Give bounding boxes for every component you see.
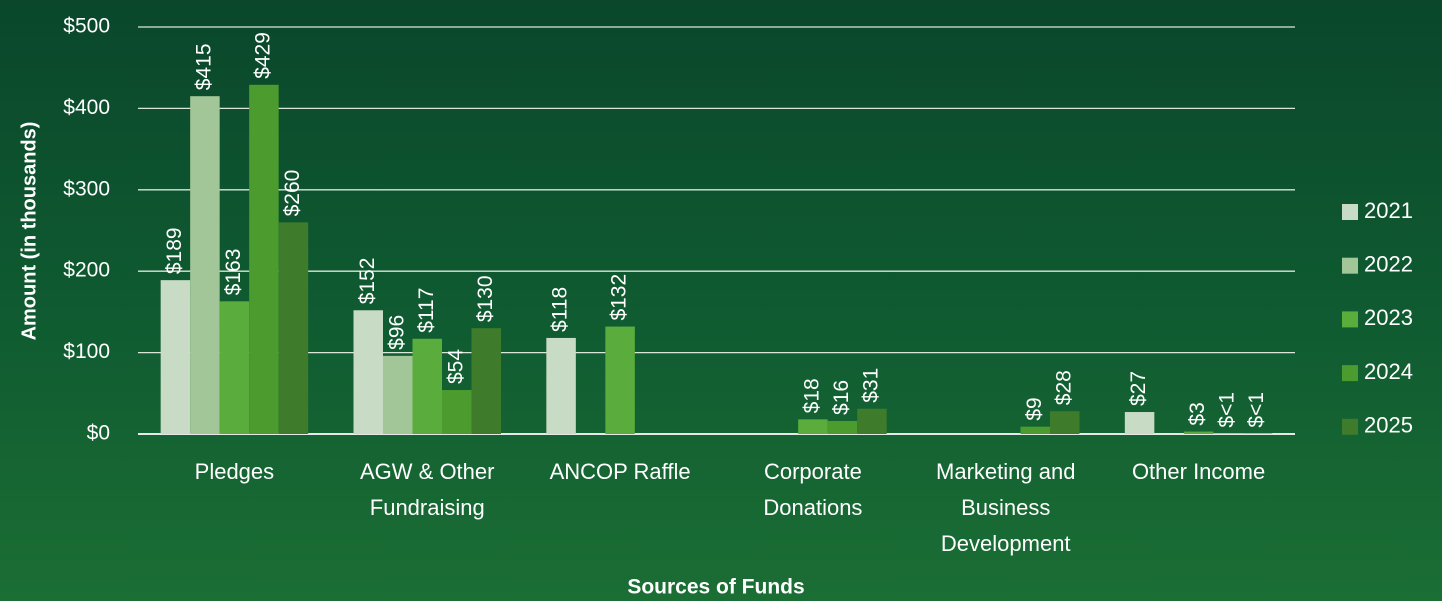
data-label: $9 <box>1023 397 1046 420</box>
y-axis-label: Amount (in thousands) <box>18 122 40 341</box>
bar <box>471 328 501 434</box>
bar <box>605 326 635 434</box>
y-tick-label: $200 <box>63 259 110 282</box>
legend-swatch <box>1342 365 1358 382</box>
bar <box>827 420 858 434</box>
bar <box>798 419 828 434</box>
data-label: $16 <box>830 380 853 415</box>
data-label: $130 <box>474 275 497 322</box>
bar <box>1050 411 1080 434</box>
data-label: $117 <box>415 288 438 333</box>
x-tick-label: Pledges <box>194 459 275 484</box>
x-tick-label: ANCOP Raffle <box>549 459 691 484</box>
bar <box>857 408 887 434</box>
legend-swatch <box>1342 311 1358 328</box>
legend-label: 2023 <box>1364 305 1413 330</box>
data-label: $152 <box>356 258 379 305</box>
data-label: $18 <box>800 378 823 413</box>
data-label: $132 <box>608 274 631 321</box>
y-tick-label: $500 <box>63 15 110 38</box>
bar <box>249 84 279 434</box>
data-label: $<1 <box>1216 392 1239 428</box>
data-label: $31 <box>859 368 882 403</box>
y-tick-label: $100 <box>63 340 110 363</box>
bar <box>160 280 191 434</box>
x-tick-label: Other Income <box>1131 459 1266 484</box>
bar <box>546 337 576 434</box>
legend-swatch <box>1342 257 1358 274</box>
bar <box>278 222 309 434</box>
x-axis-label: Sources of Funds <box>627 576 804 599</box>
legend-label: 2022 <box>1364 252 1413 277</box>
y-tick-label: $0 <box>87 422 110 445</box>
data-label: $260 <box>281 170 304 217</box>
bar <box>190 96 220 434</box>
data-label: $96 <box>385 315 408 350</box>
data-label: $<1 <box>1245 392 1268 428</box>
data-label: $3 <box>1186 402 1209 425</box>
data-label: $429 <box>251 32 274 79</box>
legend-label: 2024 <box>1364 359 1413 384</box>
legend-label: 2025 <box>1364 413 1413 438</box>
bar <box>383 355 413 434</box>
data-label: $28 <box>1052 370 1075 405</box>
x-tick-label: Corporate Donations <box>763 459 863 520</box>
bar <box>1020 426 1050 434</box>
legend-swatch <box>1342 418 1358 435</box>
bar <box>442 390 472 434</box>
legend-swatch <box>1342 204 1358 220</box>
legend-label: 2021 <box>1364 198 1413 223</box>
data-label: $415 <box>192 43 215 90</box>
data-label: $54 <box>444 349 467 384</box>
data-label: $27 <box>1127 371 1150 406</box>
data-label: $189 <box>163 227 186 274</box>
bar <box>353 310 383 434</box>
y-tick-label: $300 <box>63 177 110 200</box>
x-tick-label: AGW & Other Fundraising <box>360 459 495 520</box>
bar <box>219 301 250 434</box>
data-label: $163 <box>222 249 245 296</box>
bar <box>1183 431 1214 434</box>
x-tick-label: Marketing and Business Development <box>936 459 1076 556</box>
y-tick-label: $400 <box>63 96 110 119</box>
bar <box>412 338 442 434</box>
bar <box>1124 412 1155 434</box>
data-label: $118 <box>549 287 572 332</box>
